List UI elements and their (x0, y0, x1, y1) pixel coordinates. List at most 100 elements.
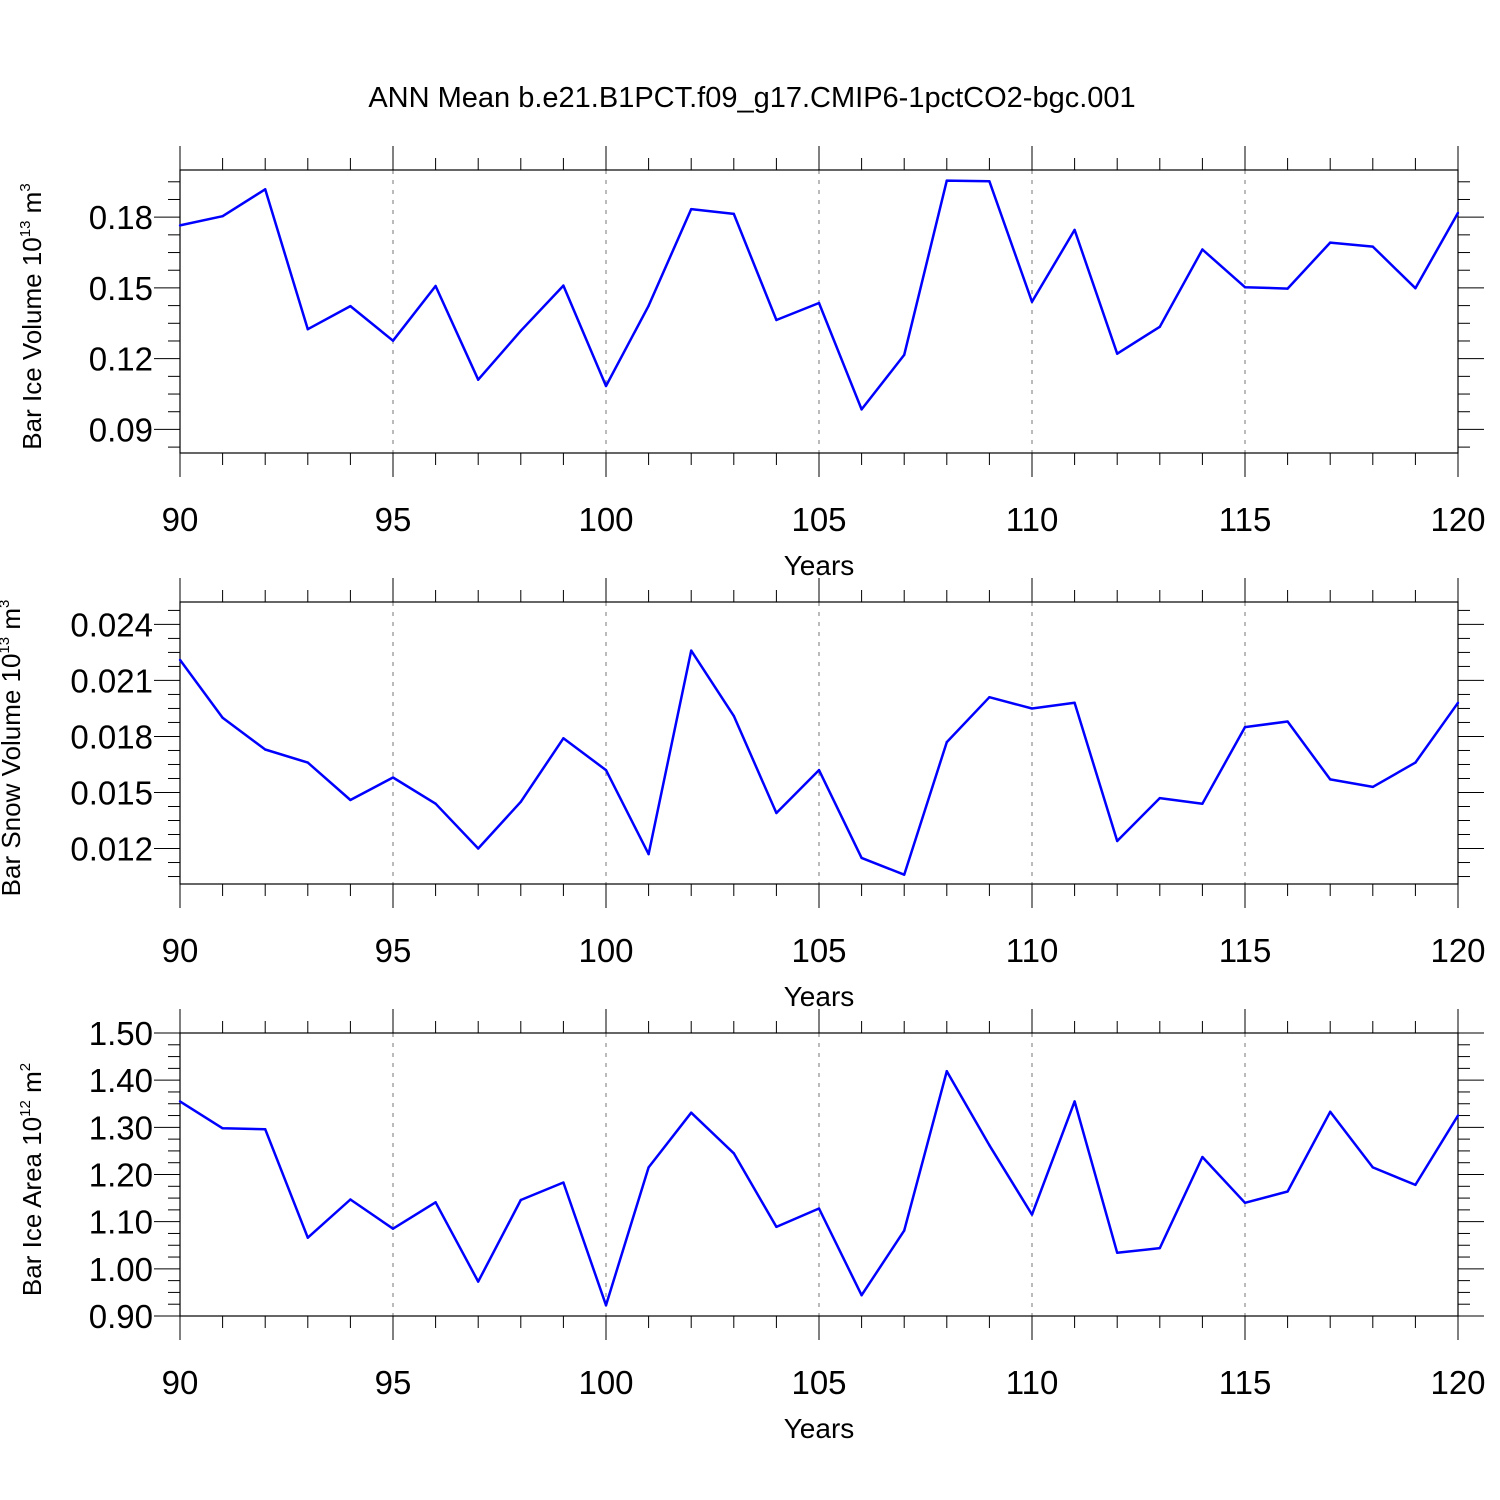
data-point (903, 873, 906, 876)
data-point (1158, 1246, 1162, 1250)
data-point (349, 304, 352, 308)
data-point (1201, 248, 1204, 251)
y-tick-label: 0.024 (70, 606, 153, 643)
data-point (775, 1225, 778, 1229)
panel-2: 0.012 0.015 0.018 0.021 0.024 90 95 100 105 110 11… (0, 578, 1486, 1012)
x-tick-label: 120 (1430, 1364, 1485, 1401)
x-tick-label: 95 (375, 501, 412, 538)
x-tick-label: 105 (791, 932, 846, 969)
data-point (1116, 352, 1119, 355)
data-point (732, 1152, 735, 1155)
data-point (178, 658, 182, 662)
data-point (264, 1128, 267, 1131)
data-point (1243, 286, 1247, 289)
data-point (732, 212, 735, 216)
data-point (604, 384, 608, 388)
data-point (178, 224, 182, 227)
data-point (690, 1111, 693, 1114)
data-point (391, 339, 395, 342)
data-point (178, 1100, 182, 1103)
data-point (221, 1127, 224, 1130)
y-tick-label: 0.018 (70, 718, 153, 755)
data-point (945, 740, 948, 744)
data-point (221, 215, 224, 218)
y-tick-label: 0.021 (70, 662, 153, 699)
x-tick-label: 90 (162, 1364, 199, 1401)
data-point (988, 696, 991, 699)
plot-frame (179, 1032, 1459, 1317)
data-point (1158, 796, 1162, 800)
data-point (1116, 1251, 1119, 1254)
y-tick-label: 0.09 (89, 411, 153, 448)
x-axis-title: Years (784, 981, 855, 1012)
data-point (1030, 707, 1034, 710)
x-tick-label: 100 (578, 1364, 633, 1401)
data-point (817, 301, 821, 305)
y-axis-title: Bar Ice Area 1012 m2 (17, 1063, 47, 1296)
data-point (434, 802, 437, 805)
x-tick-label: 105 (791, 501, 846, 538)
plot-frame (179, 601, 1459, 885)
y-tick-label: 0.15 (89, 270, 153, 307)
y-tick-label: 1.00 (89, 1251, 153, 1288)
data-point (1286, 287, 1289, 290)
data-point (562, 284, 565, 287)
panels: 0.09 0.12 0.15 0.18 90 95 100 105 110 115 120 Years… (0, 146, 1486, 1444)
plot-frame (179, 169, 1459, 454)
data-point (477, 378, 480, 381)
data-point (647, 304, 650, 308)
data-point (1414, 1183, 1417, 1187)
data-point (562, 1181, 565, 1184)
series-line (179, 179, 1460, 411)
x-tick-label: 95 (375, 1364, 412, 1401)
x-axis-title: Years (784, 550, 855, 581)
data-point (1030, 1213, 1034, 1216)
y-tick-label: 1.50 (89, 1015, 153, 1052)
x-tick-label: 95 (375, 932, 412, 969)
y-tick-label: 0.90 (89, 1298, 153, 1335)
x-tick-label: 120 (1430, 501, 1485, 538)
data-point (1329, 1110, 1332, 1113)
y-tick-label: 0.015 (70, 774, 153, 811)
data-point (477, 1280, 480, 1283)
x-tick-label: 115 (1219, 1364, 1272, 1401)
chart-title: ANN Mean b.e21.B1PCT.f09_g17.CMIP6-1pctC… (368, 82, 1135, 114)
data-point (647, 852, 650, 856)
data-point (306, 1236, 309, 1239)
data-point (1073, 701, 1076, 705)
y-tick-label: 1.20 (89, 1157, 153, 1194)
data-point (1414, 286, 1417, 290)
x-tick-label: 105 (791, 1364, 846, 1401)
data-point (1116, 839, 1119, 843)
data-point (1329, 241, 1332, 244)
x-tick-label: 110 (1006, 1364, 1059, 1401)
data-point (1243, 1201, 1247, 1205)
y-tick-label: 1.40 (89, 1062, 153, 1099)
data-point (1073, 228, 1076, 232)
data-point (775, 318, 778, 322)
data-point (1073, 1100, 1076, 1103)
data-point (1414, 761, 1417, 764)
data-point (1201, 1155, 1204, 1159)
data-point (264, 188, 267, 191)
data-point (519, 1198, 522, 1202)
data-point (988, 1144, 991, 1147)
data-point (391, 776, 395, 779)
data-point (604, 768, 608, 772)
data-point (945, 1070, 948, 1073)
y-tick-label: 1.10 (89, 1204, 153, 1241)
x-tick-label: 110 (1006, 932, 1059, 969)
data-point (988, 180, 991, 183)
data-point (903, 353, 906, 357)
x-tick-label: 120 (1430, 932, 1485, 969)
x-tick-label: 100 (578, 932, 633, 969)
data-point (903, 1229, 906, 1232)
data-point (817, 768, 821, 772)
x-tick-label: 115 (1219, 932, 1272, 969)
data-point (1030, 300, 1034, 304)
data-point (306, 327, 309, 331)
y-tick-label: 1.30 (89, 1109, 153, 1146)
x-tick-label: 115 (1219, 501, 1272, 538)
data-point (264, 748, 267, 751)
